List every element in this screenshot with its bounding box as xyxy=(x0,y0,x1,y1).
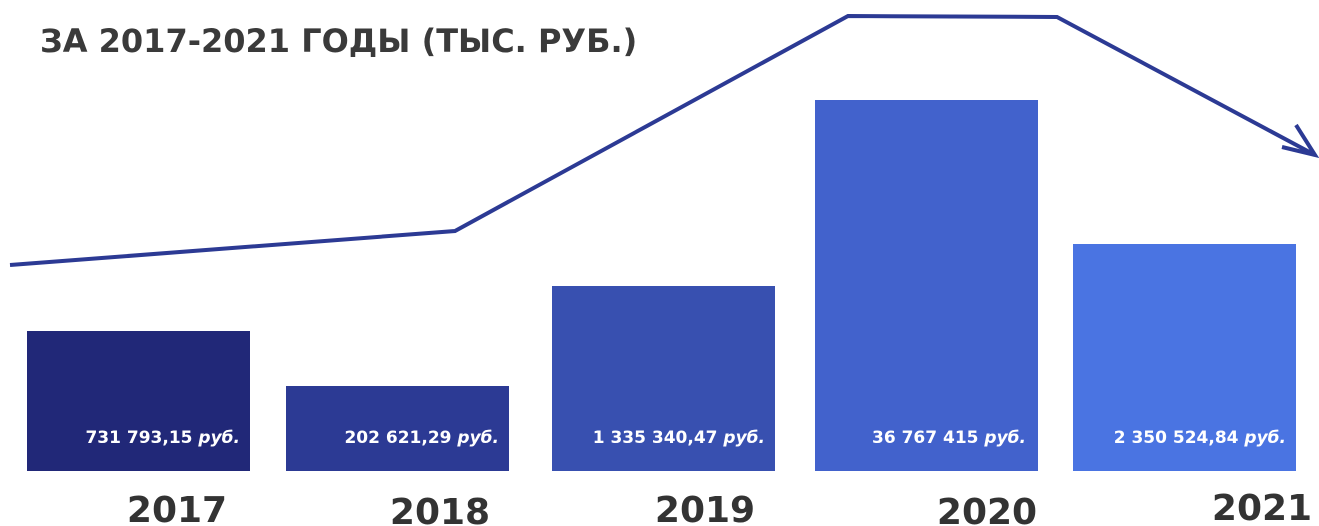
amount-label: 2 350 524,84 руб. xyxy=(1114,428,1286,448)
bar xyxy=(1073,244,1296,471)
amount: 1 335 340,47 xyxy=(593,428,718,448)
unit: руб. xyxy=(456,428,499,448)
unit: руб. xyxy=(1243,428,1286,448)
year-label: 2017 xyxy=(127,490,227,526)
bar xyxy=(27,331,250,471)
amount: 731 793,15 xyxy=(85,428,192,448)
year-label: 2018 xyxy=(390,492,490,526)
amount-label: 36 767 415 руб. xyxy=(872,428,1026,448)
amount: 2 350 524,84 xyxy=(1114,428,1239,448)
unit: руб. xyxy=(197,428,240,448)
unit: руб. xyxy=(722,428,765,448)
amount-label: 731 793,15 руб. xyxy=(85,428,240,448)
year-label: 2020 xyxy=(937,492,1037,526)
title: ЗА 2017-2021 ГОДЫ (ТЫС. РУБ.) xyxy=(40,22,637,60)
bar xyxy=(815,100,1038,471)
unit: руб. xyxy=(983,428,1026,448)
amount-label: 202 621,29 руб. xyxy=(344,428,499,448)
year-label: 2019 xyxy=(655,490,755,526)
bar xyxy=(552,286,775,471)
year-label: 2021 xyxy=(1212,488,1312,526)
amount-label: 1 335 340,47 руб. xyxy=(593,428,765,448)
amount: 36 767 415 xyxy=(872,428,978,448)
bar xyxy=(286,386,509,471)
trend-arrow xyxy=(9,13,1316,267)
arrow-head xyxy=(1281,123,1319,159)
amount: 202 621,29 xyxy=(344,428,451,448)
